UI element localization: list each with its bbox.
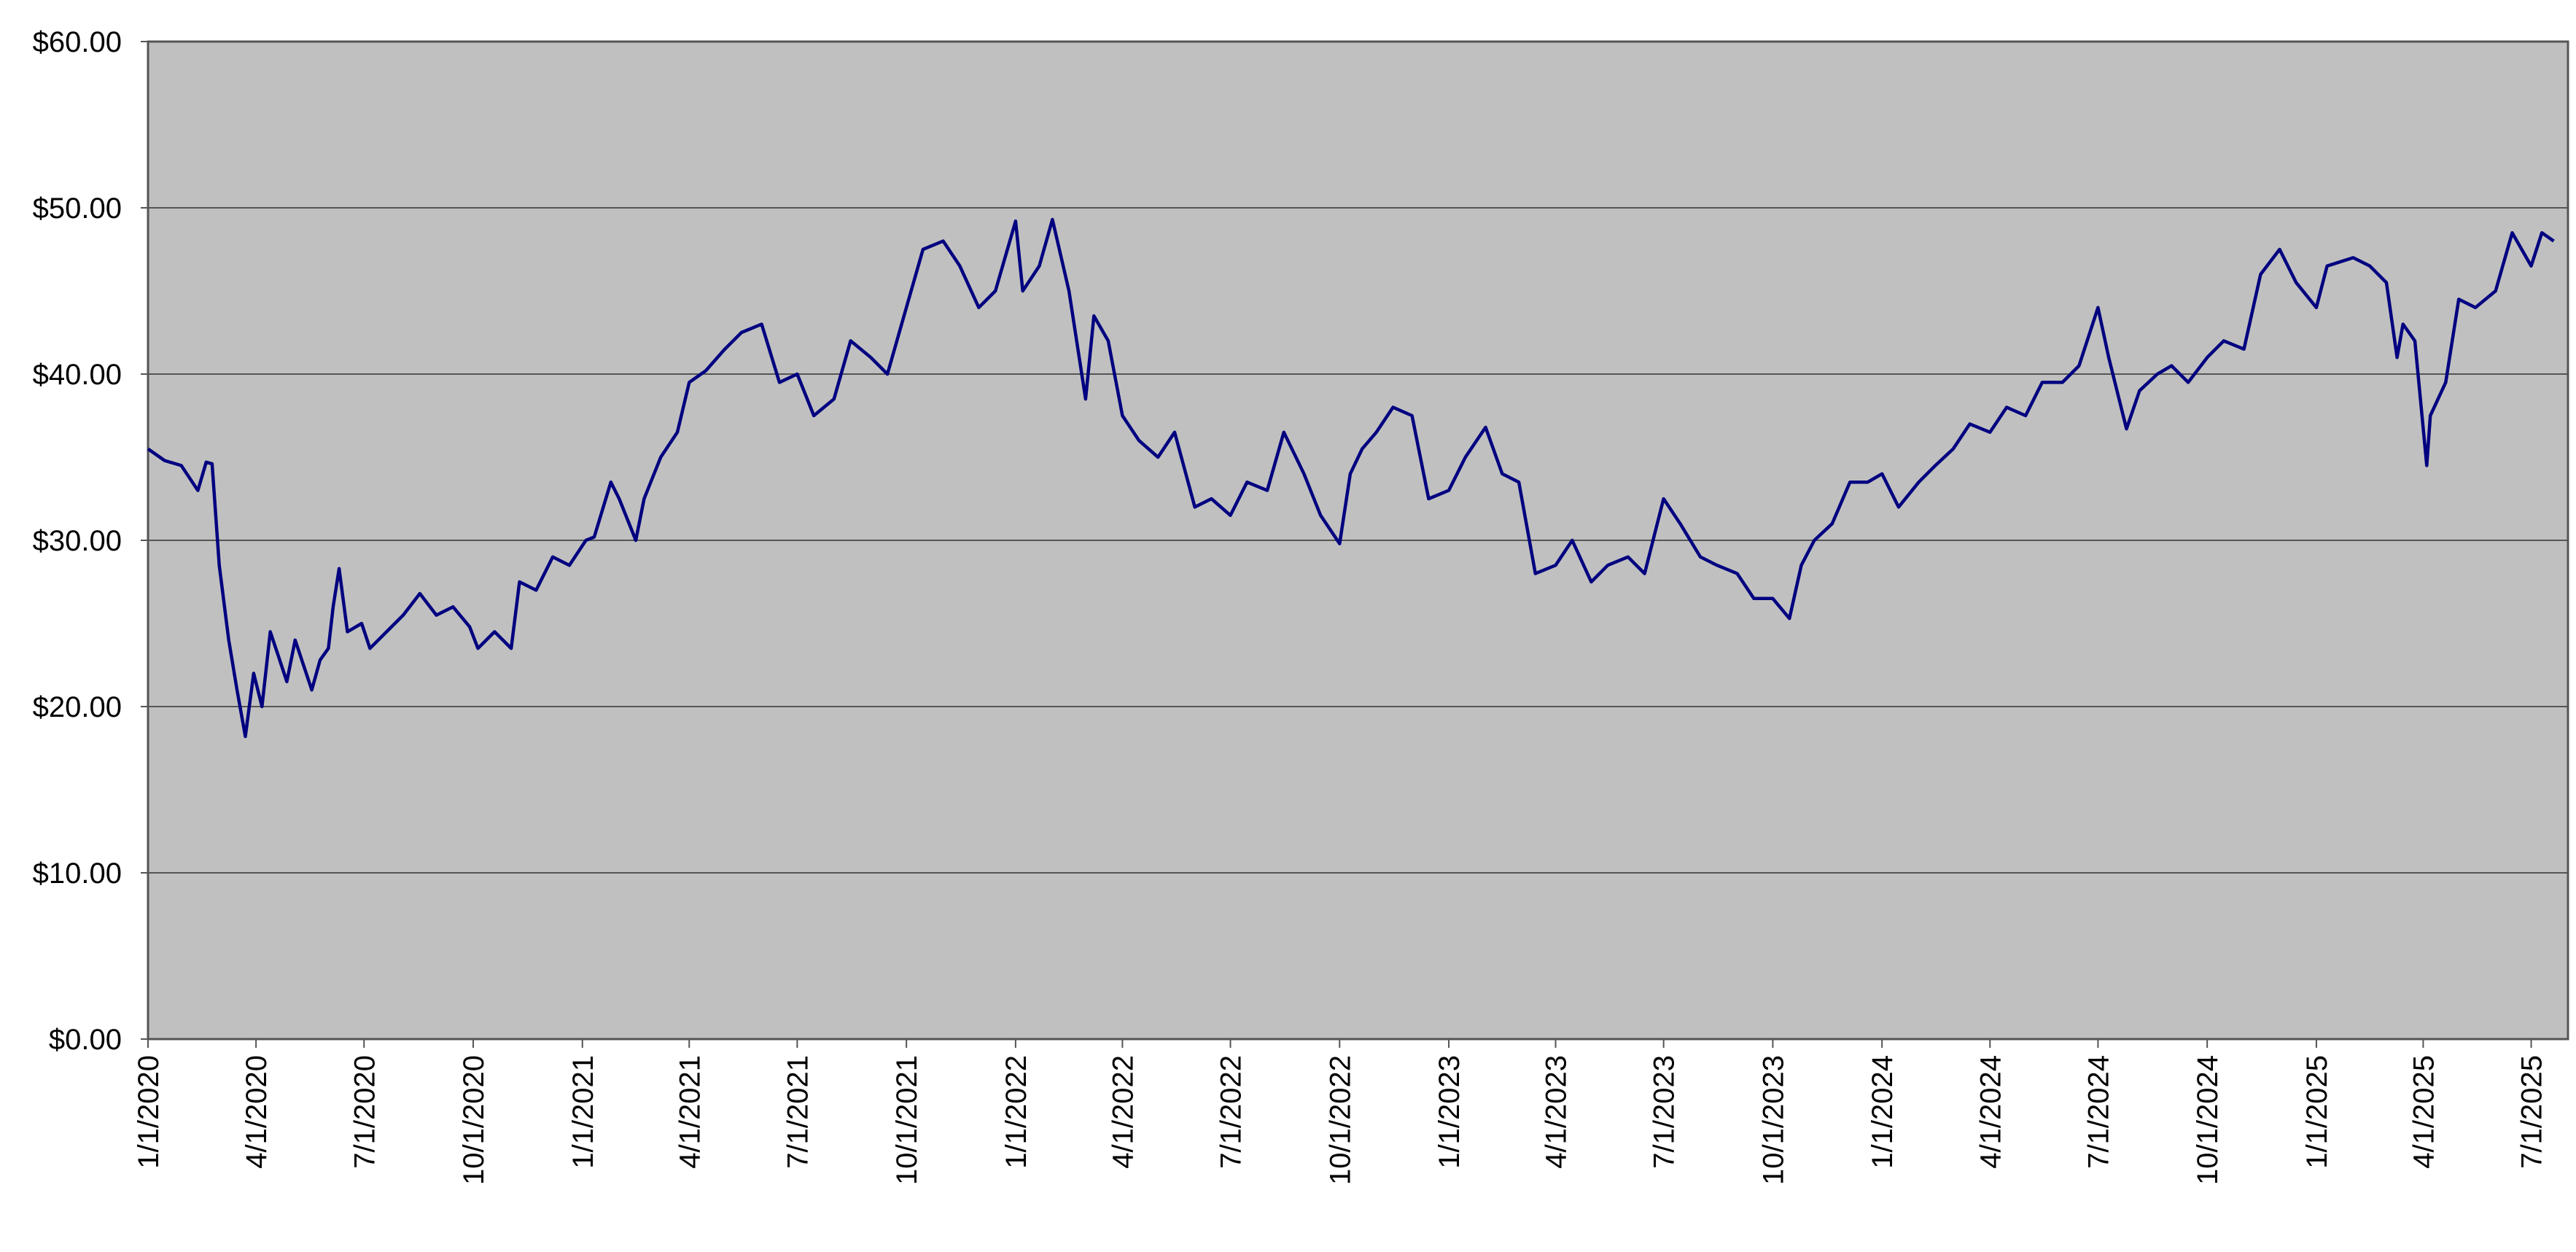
y-tick-label: $50.00 [33, 193, 122, 225]
x-tick-label: 10/1/2022 [1324, 1055, 1356, 1185]
x-tick-label: 7/1/2025 [2516, 1055, 2548, 1169]
plot-border [147, 40, 2569, 1041]
x-tick-label: 7/1/2022 [1215, 1055, 1248, 1169]
x-tick-label: 4/1/2021 [674, 1055, 706, 1169]
y-tick-label: $0.00 [49, 1024, 122, 1056]
x-tick-label: 4/1/2020 [241, 1055, 273, 1169]
y-tick-label: $20.00 [33, 691, 122, 723]
x-tick-label: 7/1/2020 [349, 1055, 381, 1169]
x-tick-label: 7/1/2023 [1649, 1055, 1681, 1169]
x-tick-label: 1/1/2021 [567, 1055, 599, 1169]
x-tick-label: 4/1/2022 [1107, 1055, 1139, 1169]
y-tick-label: $30.00 [33, 525, 122, 557]
x-tick-label: 1/1/2024 [1867, 1055, 1899, 1169]
x-tick-label: 10/1/2021 [891, 1055, 923, 1185]
y-tick-label: $10.00 [33, 858, 122, 890]
x-tick-label: 4/1/2024 [1974, 1055, 2007, 1169]
x-tick-label: 1/1/2020 [133, 1055, 165, 1169]
x-tick-label: 10/1/2020 [458, 1055, 490, 1185]
x-tick-label: 7/1/2021 [782, 1055, 814, 1169]
x-tick-label: 4/1/2023 [1541, 1055, 1573, 1169]
x-tick-label: 4/1/2025 [2408, 1055, 2440, 1169]
x-tick-label: 7/1/2024 [2082, 1055, 2114, 1169]
y-tick-label: $40.00 [33, 359, 122, 391]
x-tick-label: 10/1/2023 [1757, 1055, 1789, 1185]
price-line [147, 217, 2555, 739]
x-tick-label: 1/1/2022 [1000, 1055, 1032, 1169]
x-tick-label: 1/1/2025 [2301, 1055, 2333, 1169]
x-tick-label: 1/1/2023 [1433, 1055, 1466, 1169]
x-tick-label: 10/1/2024 [2192, 1055, 2224, 1185]
y-tick-label: $60.00 [33, 26, 122, 58]
